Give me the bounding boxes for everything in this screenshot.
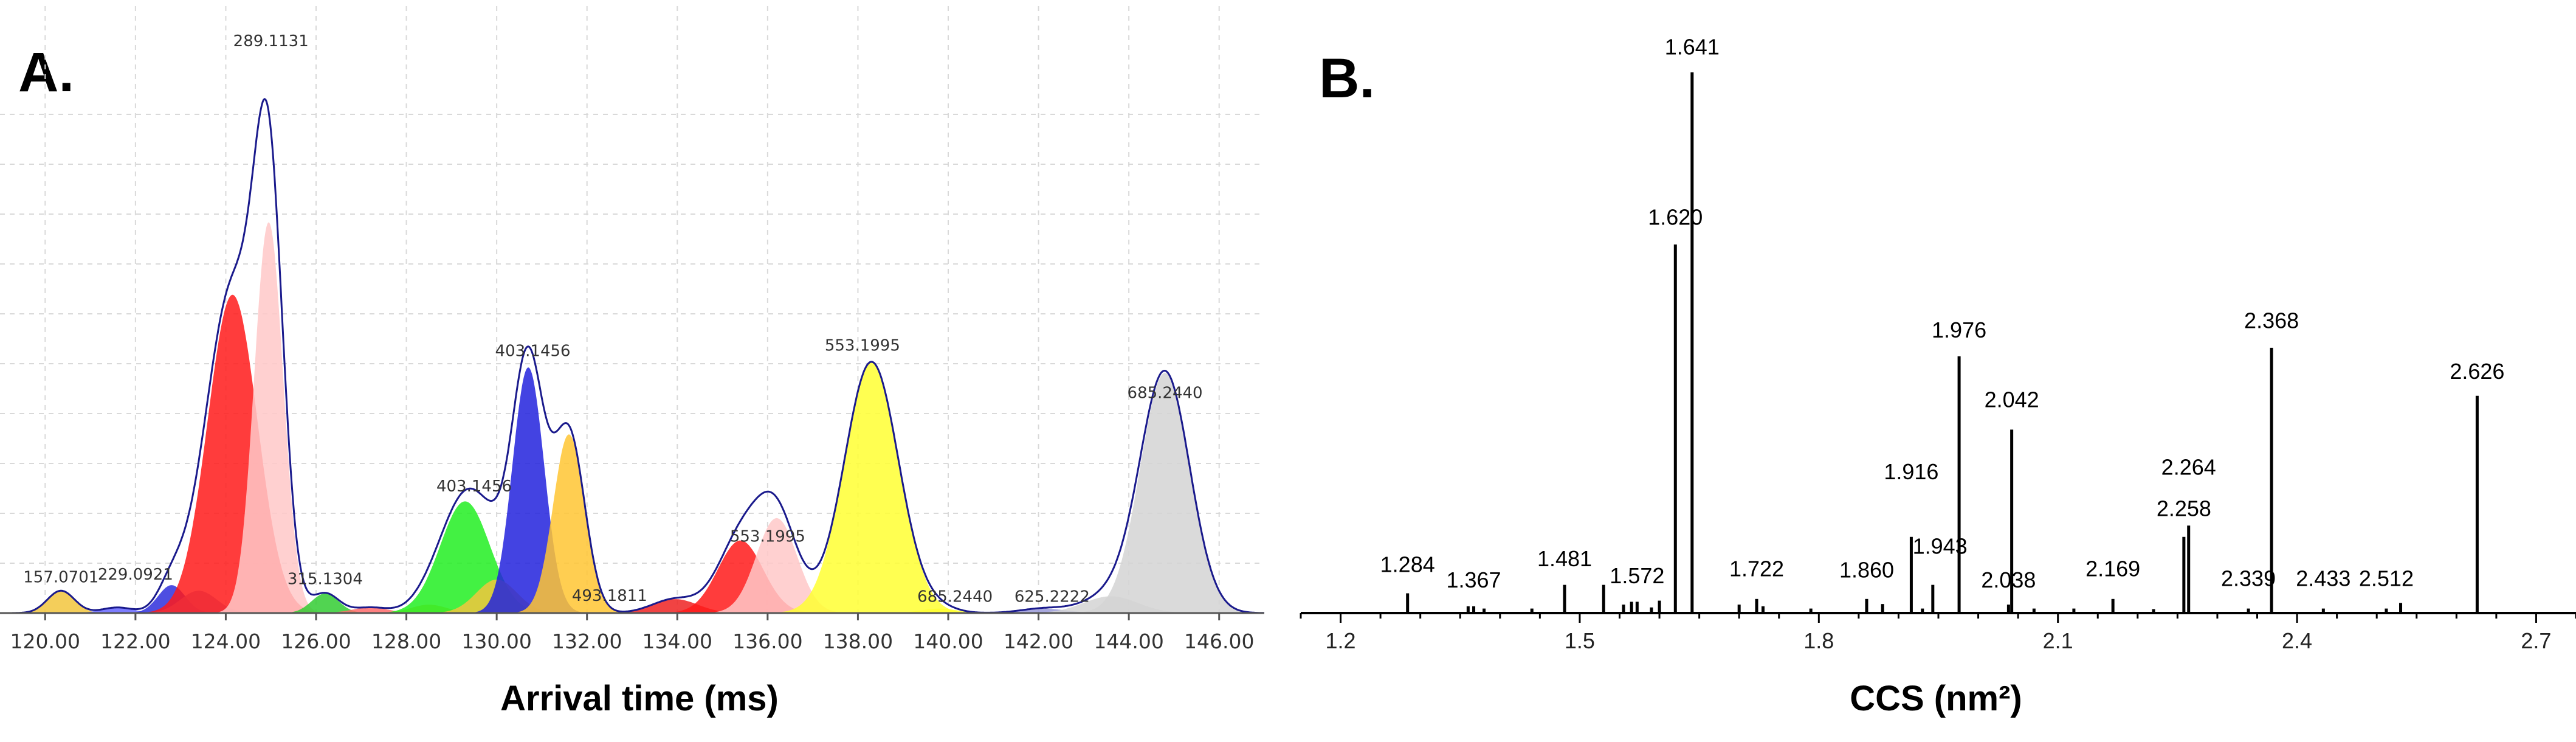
panel-a-letter: A. <box>18 41 74 103</box>
x-tick-label: 1.8 <box>1803 628 1834 653</box>
peak-annotation: 685.2440 <box>917 588 993 606</box>
peak-area <box>1066 373 1264 613</box>
peak-annotation: 229.0921 <box>98 566 173 584</box>
x-tick-label: 146.00 <box>1184 629 1254 653</box>
x-tick-label: 140.00 <box>913 629 983 653</box>
x-tick-label: 122.00 <box>100 629 170 653</box>
panel-b-peak-labels: 1.284 1.367 1.481 1.572 1.620 1.641 1.722 1.860… <box>1380 34 2505 592</box>
panel-a-peak-areas <box>7 222 1264 613</box>
peak-area <box>867 608 1011 613</box>
x-tick-label: 1.5 <box>1565 628 1595 653</box>
x-tick-label: 124.00 <box>191 629 261 653</box>
peak-label: 1.916 <box>1884 459 1938 484</box>
x-tick-label: 2.7 <box>2521 628 2551 653</box>
peak-label: 2.258 <box>2157 496 2211 521</box>
peak-area <box>7 591 115 613</box>
peak-annotation: 493.1811 <box>572 587 647 605</box>
x-tick-label: 128.00 <box>371 629 441 653</box>
peak-annotation: 553.1995 <box>825 337 900 355</box>
panel-a-x-ticks: 120.00 122.00 124.00 126.00 128.00 130.00 132.… <box>10 613 1254 653</box>
peak-area <box>506 434 632 613</box>
peak-annotation: 315.1304 <box>288 570 363 588</box>
panel-b-x-axis-label: CCS (nm²) <box>1850 679 2022 718</box>
peak-label: 2.512 <box>2359 566 2414 591</box>
peak-area <box>270 593 379 613</box>
peak-label: 1.722 <box>1729 556 1784 581</box>
peak-label: 2.626 <box>2450 359 2504 384</box>
peak-area <box>952 608 1134 613</box>
panel-b-letter: B. <box>1319 47 1375 109</box>
peak-area <box>763 361 980 613</box>
peak-area <box>54 607 181 613</box>
peak-label: 2.042 <box>1985 387 2039 412</box>
peak-area <box>650 540 831 613</box>
peak-annotation: 157.0701 <box>23 569 98 587</box>
peak-label: 1.367 <box>1446 567 1501 592</box>
peak-label: 1.976 <box>1932 317 1986 342</box>
peak-label: 2.038 <box>1981 567 2036 592</box>
panel-a-chart: A. 120.00 122.00 124.00 126.00 128.00 130.00 1… <box>0 6 1265 718</box>
x-tick-label: 138.00 <box>823 629 893 653</box>
x-tick-label: 120.00 <box>10 629 80 653</box>
x-tick-label: 126.00 <box>281 629 351 653</box>
peak-label: 2.339 <box>2221 566 2276 591</box>
x-tick-label: 142.00 <box>1004 629 1073 653</box>
peak-label: 1.620 <box>1648 205 1703 230</box>
panel-a-envelope <box>0 97 1265 614</box>
peak-annotation: 403.1456 <box>436 477 512 496</box>
peak-area <box>367 501 565 613</box>
x-tick-label: 134.00 <box>642 629 712 653</box>
peak-annotation: 685.2440 <box>1128 384 1203 403</box>
x-tick-label: 2.4 <box>2282 628 2312 653</box>
peak-label: 2.433 <box>2296 566 2350 591</box>
peak-area <box>133 294 332 613</box>
panel-a-grid <box>0 6 1264 613</box>
peak-label: 1.284 <box>1380 552 1435 577</box>
peak-label: 2.264 <box>2161 455 2216 480</box>
peak-area <box>465 367 592 613</box>
panel-a-x-axis-label: Arrival time (ms) <box>500 679 779 718</box>
peak-area <box>298 607 443 613</box>
panel-b-chart: B. 1.2 1.5 1.8 2.1 2.4 2.7 1.284 1.367 1.481 1.5… <box>1300 34 2576 718</box>
peak-annotation: 289.1131 <box>233 32 309 50</box>
peak-label: 1.641 <box>1665 34 1720 59</box>
peak-area <box>695 518 858 613</box>
peak-area <box>211 222 326 613</box>
x-tick-label: 2.1 <box>2043 628 2073 653</box>
envelope-line <box>0 97 1265 614</box>
peak-label: 1.481 <box>1537 546 1592 571</box>
panel-b-peaks <box>1406 72 2479 613</box>
x-tick-label: 144.00 <box>1093 629 1163 653</box>
peak-label: 2.368 <box>2244 308 2299 333</box>
x-tick-label: 132.00 <box>552 629 622 653</box>
peak-label: 1.860 <box>1839 558 1894 583</box>
x-tick-label: 1.2 <box>1326 628 1356 653</box>
peak-annotation: 625.2222 <box>1014 588 1090 606</box>
peak-label: 1.572 <box>1610 563 1664 588</box>
peak-label: 2.169 <box>2085 556 2140 581</box>
x-tick-label: 130.00 <box>461 629 531 653</box>
x-tick-label: 136.00 <box>732 629 802 653</box>
peak-annotation: 553.1995 <box>730 527 805 546</box>
panel-b-x-ticks: 1.2 1.5 1.8 2.1 2.4 2.7 <box>1300 613 2576 653</box>
peak-label: 1.943 <box>1913 534 1968 559</box>
peak-annotation: 403.1456 <box>495 342 571 361</box>
peak-area <box>585 599 765 613</box>
